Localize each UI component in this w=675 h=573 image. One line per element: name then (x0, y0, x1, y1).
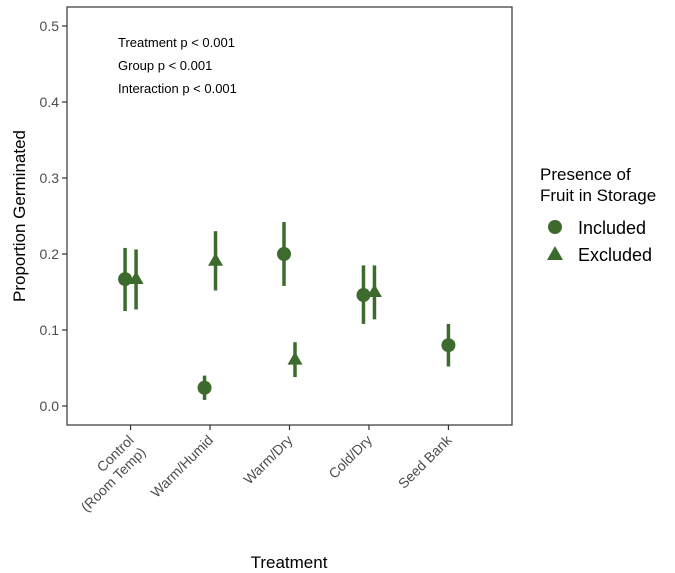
data-point-included (356, 265, 371, 324)
data-point-excluded (208, 231, 224, 291)
circle-marker (197, 380, 212, 395)
annotation-text: Group p < 0.001 (118, 58, 212, 73)
legend-title: Presence of Fruit in Storage (540, 165, 656, 205)
svg-text:Warm/Dry: Warm/Dry (240, 432, 295, 487)
legend-label: Included (578, 218, 646, 238)
circle-marker (356, 288, 371, 303)
annotations: Treatment p < 0.001 Group p < 0.001 Intera… (118, 35, 237, 96)
svg-text:Seed Bank: Seed Bank (395, 431, 455, 491)
y-tick-label: 0.0 (40, 398, 60, 414)
x-tick-label: Warm/Humid (147, 432, 216, 501)
triangle-marker (128, 271, 144, 285)
y-tick-label: 0.4 (40, 94, 60, 110)
x-axis-title: Treatment (251, 553, 328, 572)
circle-marker (118, 272, 133, 287)
x-tick-label: Warm/Dry (240, 432, 295, 487)
data-point-included (197, 375, 212, 400)
triangle-marker (208, 252, 224, 266)
triangle-marker (366, 283, 382, 297)
legend: Presence of Fruit in Storage Included Exclu… (540, 165, 656, 265)
x-tick-label: Control(Room Temp) (66, 432, 149, 515)
circle-marker (277, 247, 291, 261)
triangle-marker (287, 351, 303, 365)
legend-item-excluded: Excluded (547, 245, 652, 265)
svg-text:Cold/Dry: Cold/Dry (325, 432, 375, 482)
svg-text:Warm/Humid: Warm/Humid (147, 432, 216, 501)
plot-panel (66, 6, 513, 426)
data-point-excluded (128, 249, 144, 310)
data-marks (118, 222, 456, 400)
svg-text:Control(Room Temp): Control(Room Temp) (66, 432, 149, 515)
y-axis: 0.0 0.1 0.2 0.3 0.4 0.5 (40, 18, 67, 414)
y-tick-label: 0.5 (40, 18, 60, 34)
data-point-excluded (366, 265, 382, 320)
data-point-excluded (287, 342, 303, 378)
data-point-included (118, 247, 133, 311)
y-tick-label: 0.2 (40, 246, 60, 262)
legend-label: Excluded (578, 245, 652, 265)
annotation-text: Interaction p < 0.001 (118, 81, 237, 96)
data-point-included (441, 323, 456, 367)
legend-circle-marker (548, 220, 562, 234)
y-tick-label: 0.1 (40, 322, 60, 338)
circle-marker (441, 338, 456, 353)
legend-item-included: Included (548, 218, 646, 238)
legend-triangle-marker (547, 246, 563, 260)
x-tick-label: Seed Bank (395, 431, 455, 491)
data-point-included (277, 222, 291, 286)
x-tick-label: Cold/Dry (325, 432, 375, 482)
y-tick-label: 0.3 (40, 170, 60, 186)
annotation-text: Treatment p < 0.001 (118, 35, 235, 50)
x-axis: Control(Room Temp)Warm/Humid Warm/Dry Cold… (66, 425, 455, 515)
y-axis-title: Proportion Germinated (10, 130, 29, 302)
